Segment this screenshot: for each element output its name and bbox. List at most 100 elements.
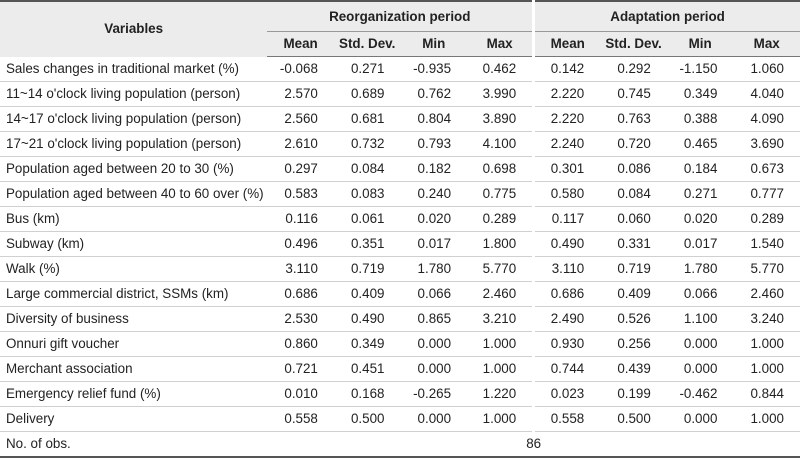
value-cell: -0.935: [400, 56, 468, 82]
value-cell: 0.240: [400, 181, 468, 207]
value-cell: 0.720: [600, 131, 667, 157]
value-cell: 2.530: [267, 306, 334, 332]
value-cell: 0.289: [733, 206, 800, 232]
variable-label: Population aged between 20 to 30 (%): [0, 156, 268, 182]
variable-label: Bus (km): [0, 206, 268, 232]
value-cell: 0.490: [532, 231, 601, 257]
value-cell: 2.560: [267, 106, 334, 132]
observations-value: 86: [267, 431, 800, 458]
variable-label: Merchant association: [0, 356, 268, 382]
value-cell: 0.297: [267, 156, 334, 182]
value-cell: 0.182: [400, 156, 468, 182]
value-cell: 0.000: [666, 331, 734, 357]
value-cell: 1.540: [733, 231, 800, 257]
value-cell: 0.409: [333, 281, 401, 307]
value-cell: 0.199: [600, 381, 667, 407]
variable-label: Population aged between 40 to 60 over (%…: [0, 181, 268, 207]
value-cell: 0.745: [600, 81, 667, 107]
table-row: Walk (%) 3.110 0.719 1.780 5.770 3.110 0.719 1.…: [0, 256, 800, 282]
value-cell: 3.110: [267, 256, 334, 282]
value-cell: 0.000: [400, 406, 468, 432]
value-cell: 0.000: [666, 406, 734, 432]
table-row: 11~14 o'clock living population (person)…: [0, 81, 800, 107]
value-cell: -0.265: [400, 381, 468, 407]
value-cell: 3.240: [733, 306, 800, 332]
value-cell: 0.451: [333, 356, 401, 382]
min-header: Min: [400, 31, 468, 57]
table-row: Emergency relief fund (%) 0.010 0.168 -0.26…: [0, 381, 800, 407]
value-cell: 0.721: [267, 356, 334, 382]
variable-label: Emergency relief fund (%): [0, 381, 268, 407]
value-cell: 4.040: [733, 81, 800, 107]
value-cell: 0.349: [666, 81, 734, 107]
value-cell: 2.460: [467, 281, 534, 307]
adaptation-period-header: Adaptation period: [532, 0, 800, 32]
value-cell: 0.020: [666, 206, 734, 232]
value-cell: 0.084: [600, 181, 667, 207]
value-cell: 3.210: [467, 306, 534, 332]
value-cell: 1.780: [666, 256, 734, 282]
value-cell: 0.331: [600, 231, 667, 257]
value-cell: 0.762: [400, 81, 468, 107]
table-row: Delivery 0.558 0.500 0.000 1.000 0.558 0.500 0.…: [0, 406, 800, 432]
value-cell: 0.066: [400, 281, 468, 307]
value-cell: 0.271: [666, 181, 734, 207]
value-cell: 3.990: [467, 81, 534, 107]
value-cell: 0.083: [333, 181, 401, 207]
table-row: 17~21 o'clock living population (person)…: [0, 131, 800, 157]
value-cell: 0.117: [532, 206, 601, 232]
value-cell: 0.388: [666, 106, 734, 132]
max-header: Max: [467, 31, 534, 57]
value-cell: 0.010: [267, 381, 334, 407]
value-cell: 0.732: [333, 131, 401, 157]
value-cell: 0.000: [666, 356, 734, 382]
variable-label: Sales changes in traditional market (%): [0, 56, 268, 82]
value-cell: 0.116: [267, 206, 334, 232]
value-cell: 0.000: [400, 331, 468, 357]
value-cell: 0.349: [333, 331, 401, 357]
value-cell: 0.023: [532, 381, 601, 407]
value-cell: 0.744: [532, 356, 601, 382]
value-cell: 0.271: [333, 56, 401, 82]
value-cell: 1.000: [467, 331, 534, 357]
value-cell: 0.061: [333, 206, 401, 232]
value-cell: 0.583: [267, 181, 334, 207]
value-cell: 1.800: [467, 231, 534, 257]
value-cell: 2.570: [267, 81, 334, 107]
std-dev-header: Std. Dev.: [333, 31, 401, 57]
value-cell: 0.409: [600, 281, 667, 307]
variable-label: Delivery: [0, 406, 268, 432]
value-cell: 0.351: [333, 231, 401, 257]
variable-label: 14~17 o'clock living population (person): [0, 106, 268, 132]
table-row: Diversity of business 2.530 0.490 0.865 3.21…: [0, 306, 800, 332]
value-cell: 1.000: [733, 356, 800, 382]
table-row: Population aged between 40 to 60 over (%…: [0, 181, 800, 207]
value-cell: 3.110: [532, 256, 601, 282]
value-cell: 0.763: [600, 106, 667, 132]
value-cell: 0.844: [733, 381, 800, 407]
value-cell: 0.777: [733, 181, 800, 207]
value-cell: 0.804: [400, 106, 468, 132]
value-cell: -0.462: [666, 381, 734, 407]
mean-header: Mean: [532, 31, 601, 57]
value-cell: 0.465: [666, 131, 734, 157]
value-cell: -1.150: [666, 56, 734, 82]
value-cell: 0.086: [600, 156, 667, 182]
variable-label: 11~14 o'clock living population (person): [0, 81, 268, 107]
value-cell: 2.240: [532, 131, 601, 157]
value-cell: 2.220: [532, 81, 601, 107]
variable-label: Subway (km): [0, 231, 268, 257]
value-cell: 0.084: [333, 156, 401, 182]
table-row: Population aged between 20 to 30 (%) 0.29…: [0, 156, 800, 182]
value-cell: 0.000: [400, 356, 468, 382]
value-cell: 0.017: [400, 231, 468, 257]
variable-label: Onnuri gift voucher: [0, 331, 268, 357]
value-cell: 0.439: [600, 356, 667, 382]
value-cell: 1.000: [733, 406, 800, 432]
value-cell: 2.610: [267, 131, 334, 157]
value-cell: 0.292: [600, 56, 667, 82]
observations-row: No. of obs. 86: [0, 431, 800, 458]
variable-label: Walk (%): [0, 256, 268, 282]
value-cell: 0.066: [666, 281, 734, 307]
